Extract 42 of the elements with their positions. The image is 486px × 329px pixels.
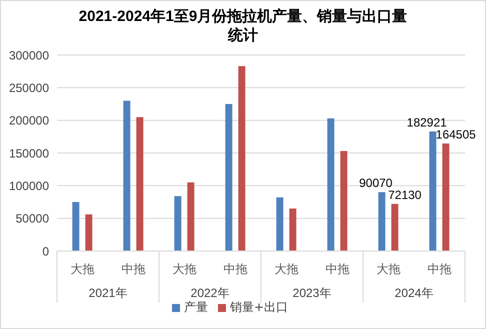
y-tick-label: 0 [42, 244, 50, 258]
text: 2024年 [394, 286, 434, 300]
bar [136, 117, 144, 251]
bar [174, 196, 182, 251]
bar [123, 100, 130, 251]
x-tick-label: 大拖 [376, 262, 400, 276]
bar [327, 118, 334, 251]
data-label: 72130 [388, 188, 422, 202]
bar [391, 204, 398, 251]
y-tick-label: 50000 [16, 212, 50, 226]
y-tick-label: 300000 [8, 48, 50, 62]
y-tick-label: 100000 [8, 178, 50, 193]
text: 2023年 [292, 286, 332, 300]
bar [378, 192, 386, 251]
bar [85, 214, 92, 251]
text: 2021年 [88, 286, 128, 300]
bar [187, 182, 194, 251]
data-label: 182921 [406, 115, 448, 130]
x-tick-label: 中拖 [122, 262, 146, 276]
chart-title: 2021-2024年1至9月份拖拉机产量、销量与出口量统计 [78, 7, 408, 46]
legend-label: 产量 [184, 300, 208, 314]
data-label: 90070 [359, 176, 393, 190]
data-label: 164505 [436, 128, 476, 142]
x-tick-label: 大拖 [172, 262, 196, 276]
legend-label: 销量+出口 [230, 300, 288, 314]
text: 2022年 [190, 286, 230, 300]
y-tick-label: 200000 [8, 114, 50, 128]
y-tick-label: 150000 [8, 146, 50, 160]
bar [340, 151, 348, 251]
bar [238, 66, 246, 251]
bar [442, 144, 450, 251]
bar [225, 104, 232, 251]
x-tick-label: 中拖 [224, 262, 248, 276]
bar [289, 208, 296, 251]
y-tick-label: 250000 [8, 80, 50, 95]
bar [276, 197, 284, 251]
x-tick-label: 大拖 [274, 262, 298, 276]
x-tick-label: 中拖 [326, 262, 350, 276]
bar [429, 131, 436, 251]
x-tick-label: 中拖 [428, 262, 452, 276]
bar [72, 202, 80, 251]
x-tick-label: 大拖 [70, 262, 94, 276]
